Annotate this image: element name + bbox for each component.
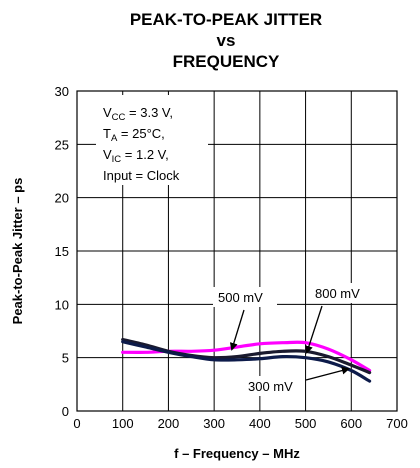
x-tick-label: 100	[112, 416, 134, 431]
arrow-800mv	[305, 305, 323, 354]
y-tick-label: 30	[55, 84, 69, 99]
series-lines	[121, 337, 372, 383]
arrow-300mv	[305, 366, 350, 381]
condition-input: Input = Clock	[103, 168, 180, 183]
arrow-500mv	[229, 309, 245, 351]
x-tick-label: 600	[340, 416, 362, 431]
label-bg-800mv	[310, 283, 372, 303]
x-tick-label: 200	[158, 416, 180, 431]
y-tick-label: 15	[55, 244, 69, 259]
x-tick-label: 0	[73, 416, 80, 431]
conditions-box	[96, 95, 208, 185]
y-tick-label: 10	[55, 297, 69, 312]
y-tick-label: 25	[55, 137, 69, 152]
y-axis-label: Peak-to-Peak Jitter – ps	[10, 178, 25, 325]
y-tick-labels: 0 5 10 15 20 25 30	[55, 84, 69, 419]
x-tick-label: 300	[203, 416, 225, 431]
x-tick-label: 500	[295, 416, 317, 431]
chart-title-line-1: PEAK-TO-PEAK JITTER	[130, 10, 322, 29]
label-bg-500mv	[213, 287, 277, 307]
condition-vcc: VCC = 3.3 V,	[103, 105, 173, 123]
x-tick-label: 700	[386, 416, 408, 431]
chart-title-line-3: FREQUENCY	[173, 52, 280, 71]
condition-vic: VIC = 1.2 V,	[103, 147, 169, 165]
y-tick-label: 0	[62, 404, 69, 419]
label-bg-300mv	[243, 376, 303, 396]
plot-frame	[76, 90, 398, 412]
x-tick-labels: 0 100 200 300 400 500 600 700	[73, 416, 407, 431]
series-label-300mv: 300 mV	[248, 379, 293, 394]
x-axis-label: f – Frequency – MHz	[174, 446, 300, 461]
y-tick-label: 20	[55, 191, 69, 206]
series-label-800mv: 800 mV	[315, 286, 360, 301]
chart-title-line-2: vs	[217, 31, 236, 50]
series-line-300mv	[121, 340, 372, 383]
x-tick-label: 400	[249, 416, 271, 431]
condition-ta: TA = 25°C,	[103, 126, 165, 144]
series-label-500mv: 500 mV	[218, 290, 263, 305]
y-tick-label: 5	[62, 351, 69, 366]
